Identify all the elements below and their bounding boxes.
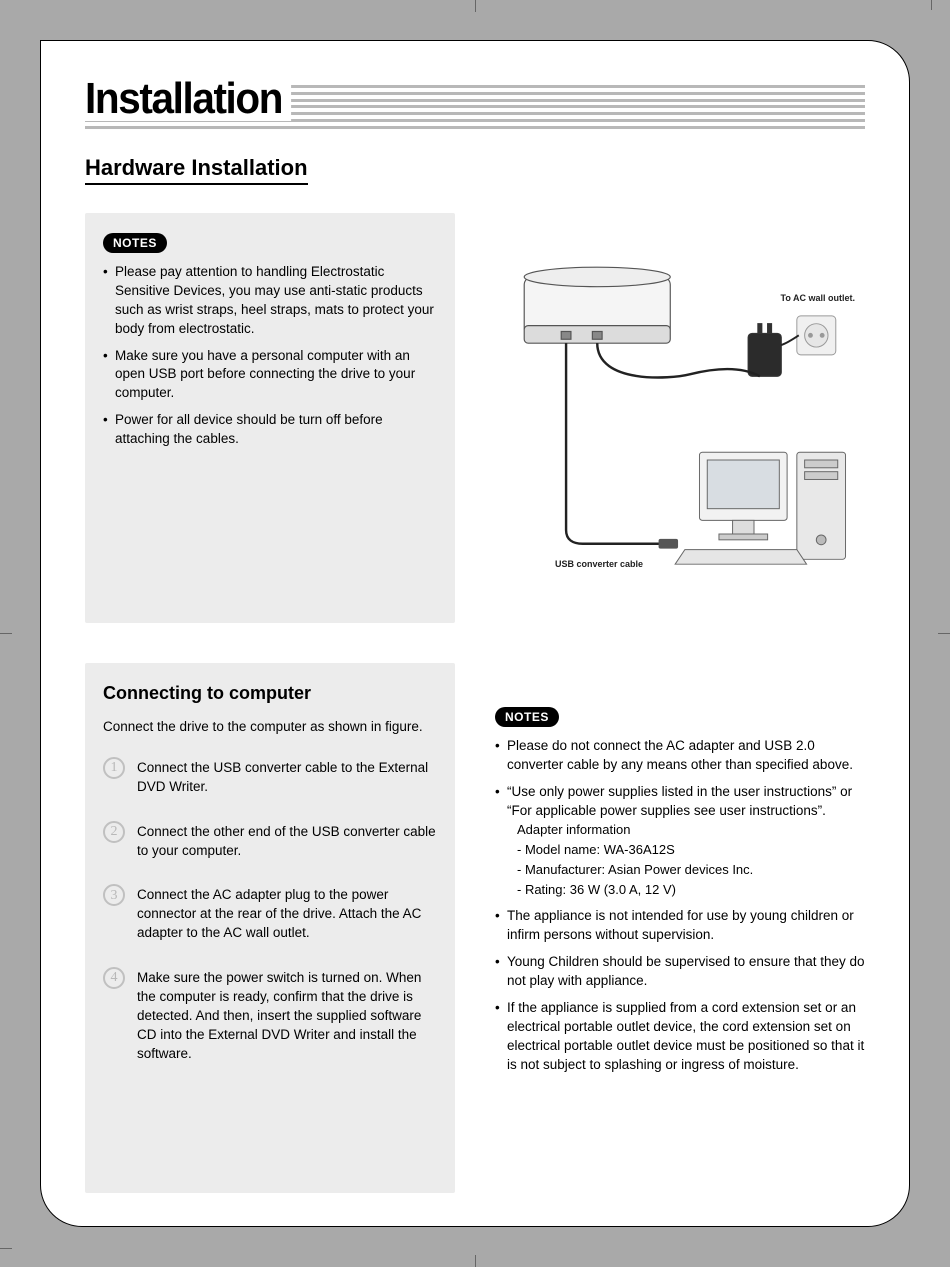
notes-item: Make sure you have a personal computer w… (103, 347, 437, 404)
step-number: 4 (103, 967, 125, 989)
notes-list-2: Please do not connect the AC adapter and… (495, 737, 865, 1074)
notes-item: Power for all device should be turn off … (103, 411, 437, 449)
notes-column: NOTES Please pay attention to handling E… (85, 213, 455, 623)
steps-panel: Connecting to computer Connect the drive… (85, 663, 455, 1193)
notes-list-1: Please pay attention to handling Electro… (103, 263, 437, 449)
notes-item: Please do not connect the AC adapter and… (495, 737, 865, 775)
top-row: NOTES Please pay attention to handling E… (85, 213, 865, 623)
notes-sublist: Adapter information - Model name: WA-36A1… (517, 821, 865, 900)
notes-subitem: - Rating: 36 W (3.0 A, 12 V) (517, 881, 865, 899)
notes-item: If the appliance is supplied from a cord… (495, 999, 865, 1075)
step-number: 2 (103, 821, 125, 843)
step-number: 1 (103, 757, 125, 779)
page-title: Installation (85, 77, 291, 121)
notes-panel-1: NOTES Please pay attention to handling E… (85, 213, 455, 623)
crop-mark (938, 633, 950, 634)
section-heading: Hardware Installation (85, 155, 308, 185)
step-text: Connect the other end of the USB convert… (137, 823, 437, 861)
notes-item: Young Children should be supervised to e… (495, 953, 865, 991)
step-item: 1 Connect the USB converter cable to the … (103, 759, 437, 797)
crop-mark (475, 0, 476, 12)
notes2-column: NOTES Please do not connect the AC adapt… (495, 663, 865, 1193)
notes-subitem: - Model name: WA-36A12S (517, 841, 865, 859)
steps-column: Connecting to computer Connect the drive… (85, 663, 455, 1193)
crop-mark (931, 0, 932, 10)
crop-mark (0, 1248, 12, 1249)
diagram-label-usb: USB converter cable (555, 559, 643, 569)
page-title-block: Installation (85, 77, 865, 137)
crop-mark (0, 633, 12, 634)
step-item: 4 Make sure the power switch is turned on… (103, 969, 437, 1063)
steps-list: 1 Connect the USB converter cable to the … (103, 759, 437, 1064)
step-number: 3 (103, 884, 125, 906)
crop-mark (475, 1255, 476, 1267)
notes-item: The appliance is not intended for use by… (495, 907, 865, 945)
page: Installation Hardware Installation NOTES… (40, 40, 910, 1227)
notes-badge: NOTES (103, 233, 167, 253)
diagram-label-ac: To AC wall outlet. (781, 293, 856, 303)
connecting-heading: Connecting to computer (103, 683, 437, 704)
notes-item: Please pay attention to handling Electro… (103, 263, 437, 339)
bottom-row: Connecting to computer Connect the drive… (85, 663, 865, 1193)
notes-subitem: - Manufacturer: Asian Power devices Inc. (517, 861, 865, 879)
diagram-column: To AC wall outlet. USB converter cable (495, 213, 865, 623)
step-item: 3 Connect the AC adapter plug to the powe… (103, 886, 437, 943)
connecting-lead: Connect the drive to the computer as sho… (103, 718, 437, 737)
step-text: Make sure the power switch is turned on.… (137, 969, 437, 1063)
step-text: Connect the USB converter cable to the E… (137, 759, 437, 797)
step-text: Connect the AC adapter plug to the power… (137, 886, 437, 943)
notes-subitem: Adapter information (517, 821, 865, 839)
notes-badge: NOTES (495, 707, 559, 727)
connection-diagram: To AC wall outlet. USB converter cable (495, 243, 865, 603)
notes-item: “Use only power supplies listed in the u… (495, 783, 865, 900)
step-item: 2 Connect the other end of the USB conver… (103, 823, 437, 861)
